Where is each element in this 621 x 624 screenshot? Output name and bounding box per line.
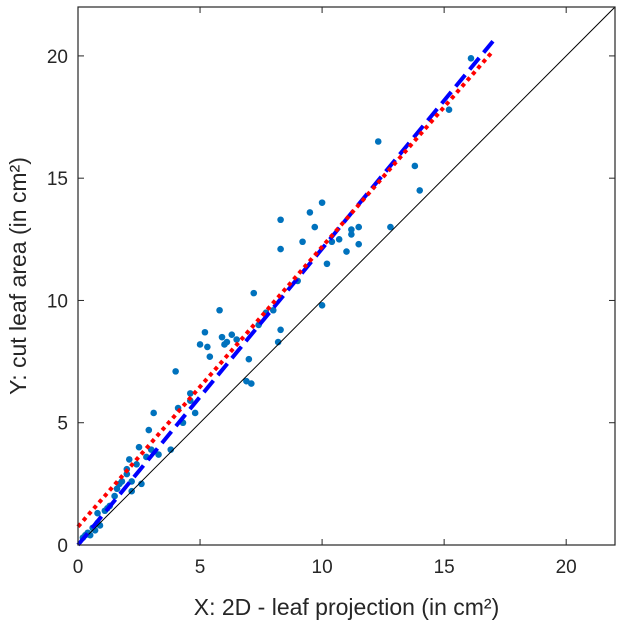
data-point [445,106,453,114]
y-tick-label: 5 [57,414,68,435]
data-point [248,380,255,387]
data-point [96,522,104,529]
series-layer [76,6,616,547]
data-point [355,240,363,248]
x-tick-label: 10 [312,557,333,578]
data-point [228,331,236,338]
x-tick-label: 15 [434,557,455,578]
data-point [311,223,319,231]
data-point [172,368,179,375]
x-tick-label: 0 [73,557,84,578]
data-point [113,485,121,493]
data-point [86,531,94,539]
y-tick-label: 15 [47,169,68,190]
x-tick-label: 5 [195,557,206,578]
x-tick-label: 20 [556,557,577,578]
data-point [416,187,424,194]
data-point [467,55,475,62]
data-point [111,492,118,500]
x-axis-title: X: 2D - leaf projection (in cm²) [194,594,499,620]
y-tick-label: 10 [47,291,68,312]
y-tick-label: 0 [57,536,68,557]
data-point [186,390,194,397]
dashed-fit-line [76,39,495,547]
data-point [196,341,204,348]
data-point [204,343,211,351]
tick-layer: 0 5 10 15 20 0 5 10 15 20 [47,7,615,578]
data-point [374,138,382,145]
data-point [155,451,162,458]
data-point [223,338,231,346]
data-point [218,333,226,341]
identity-line [77,6,616,546]
data-point [216,306,223,314]
data-point [277,245,284,253]
data-point [318,199,326,206]
data-point [323,260,331,268]
y-tick-label: 20 [47,47,68,68]
dotted-fit-line [76,49,495,528]
data-point [94,509,101,517]
data-point [277,326,284,334]
data-point [150,409,157,417]
data-point [167,446,175,453]
data-point [123,470,131,478]
data-point [138,480,145,488]
data-point [274,338,282,346]
data-point [343,248,350,255]
data-point [328,238,336,246]
data-point [233,336,240,343]
data-point [348,226,355,233]
data-point [355,223,363,231]
data-point [243,377,250,385]
data-point [145,426,153,434]
plot-frame [77,6,616,546]
data-point [135,443,143,451]
data-point [348,231,355,238]
data-point [269,306,277,314]
data-point [191,409,199,417]
data-point [318,302,326,309]
data-point [118,478,126,485]
data-point [133,461,140,468]
data-point [125,456,133,463]
data-point [245,355,253,363]
data-point [206,353,214,361]
y-axis-title: Y: cut leaf area (in cm²) [5,157,31,395]
data-point [299,238,306,246]
data-point [306,209,314,216]
data-point [387,223,394,231]
data-point [201,328,209,336]
data-point [411,162,419,170]
data-point [250,289,258,297]
data-point [335,236,343,243]
data-point [277,216,284,224]
